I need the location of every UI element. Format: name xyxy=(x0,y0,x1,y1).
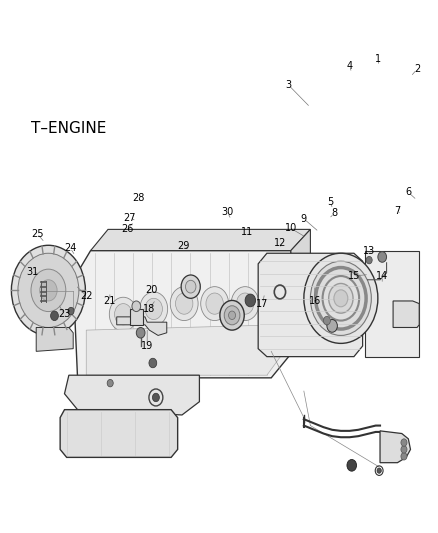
Circle shape xyxy=(181,275,200,298)
Circle shape xyxy=(18,253,79,327)
Polygon shape xyxy=(130,309,143,325)
Text: 11: 11 xyxy=(241,227,254,237)
Circle shape xyxy=(185,280,196,293)
Text: 3: 3 xyxy=(286,80,292,90)
Circle shape xyxy=(231,287,259,320)
Text: T–ENGINE: T–ENGINE xyxy=(31,121,106,136)
Polygon shape xyxy=(64,375,199,415)
Circle shape xyxy=(328,284,353,313)
Text: 10: 10 xyxy=(285,223,297,233)
Circle shape xyxy=(347,459,357,471)
Text: 28: 28 xyxy=(132,192,145,203)
Circle shape xyxy=(311,261,371,335)
Circle shape xyxy=(176,293,193,314)
Circle shape xyxy=(401,439,407,446)
Circle shape xyxy=(132,301,141,312)
Circle shape xyxy=(366,256,372,264)
Circle shape xyxy=(401,446,407,453)
Circle shape xyxy=(152,393,159,402)
Text: 6: 6 xyxy=(405,187,411,197)
Text: 16: 16 xyxy=(309,296,321,306)
Circle shape xyxy=(136,327,145,338)
Circle shape xyxy=(140,292,168,326)
Polygon shape xyxy=(117,317,167,335)
Polygon shape xyxy=(393,301,419,327)
Circle shape xyxy=(170,287,198,320)
Polygon shape xyxy=(291,229,311,346)
Text: 18: 18 xyxy=(143,304,155,314)
Circle shape xyxy=(145,298,162,319)
Text: 13: 13 xyxy=(363,246,375,256)
Text: 17: 17 xyxy=(256,298,268,309)
Circle shape xyxy=(68,308,74,315)
Text: 5: 5 xyxy=(327,197,333,207)
Circle shape xyxy=(11,245,85,335)
Circle shape xyxy=(220,301,244,330)
Text: 31: 31 xyxy=(27,267,39,277)
Text: 24: 24 xyxy=(64,243,76,253)
Text: 1: 1 xyxy=(375,54,381,63)
Text: 25: 25 xyxy=(31,229,43,239)
Polygon shape xyxy=(60,410,178,457)
Polygon shape xyxy=(258,253,363,357)
Circle shape xyxy=(110,297,137,331)
Circle shape xyxy=(201,287,229,320)
Polygon shape xyxy=(73,251,297,378)
Polygon shape xyxy=(86,325,284,375)
Circle shape xyxy=(206,293,223,314)
Text: 27: 27 xyxy=(124,213,136,223)
Polygon shape xyxy=(36,327,73,351)
Circle shape xyxy=(378,252,387,262)
Polygon shape xyxy=(365,251,419,357)
Text: 4: 4 xyxy=(346,61,353,71)
Circle shape xyxy=(115,304,132,325)
Text: 7: 7 xyxy=(394,206,401,216)
Polygon shape xyxy=(380,431,410,463)
Circle shape xyxy=(304,253,378,343)
Circle shape xyxy=(323,317,330,325)
Text: 14: 14 xyxy=(376,271,389,281)
Polygon shape xyxy=(91,229,311,251)
Text: 21: 21 xyxy=(103,296,116,306)
Circle shape xyxy=(237,293,254,314)
Circle shape xyxy=(50,311,58,320)
Text: 22: 22 xyxy=(80,290,92,301)
Text: 23: 23 xyxy=(58,309,71,319)
Text: 15: 15 xyxy=(348,271,360,281)
Circle shape xyxy=(224,306,240,325)
Circle shape xyxy=(229,311,236,319)
Circle shape xyxy=(107,379,113,387)
Circle shape xyxy=(327,319,337,332)
Text: 2: 2 xyxy=(414,64,420,74)
Circle shape xyxy=(322,276,359,320)
Text: 9: 9 xyxy=(301,214,307,224)
Text: 19: 19 xyxy=(141,341,153,351)
Text: 20: 20 xyxy=(145,285,158,295)
Circle shape xyxy=(245,294,255,307)
Text: 26: 26 xyxy=(121,224,134,235)
Circle shape xyxy=(40,280,57,301)
Circle shape xyxy=(149,358,157,368)
Circle shape xyxy=(31,269,66,312)
Text: 12: 12 xyxy=(274,238,286,248)
Text: 29: 29 xyxy=(177,241,190,252)
Circle shape xyxy=(401,453,407,460)
Text: 8: 8 xyxy=(331,208,337,219)
Circle shape xyxy=(334,290,348,307)
Circle shape xyxy=(377,468,381,473)
Text: 30: 30 xyxy=(222,207,234,217)
